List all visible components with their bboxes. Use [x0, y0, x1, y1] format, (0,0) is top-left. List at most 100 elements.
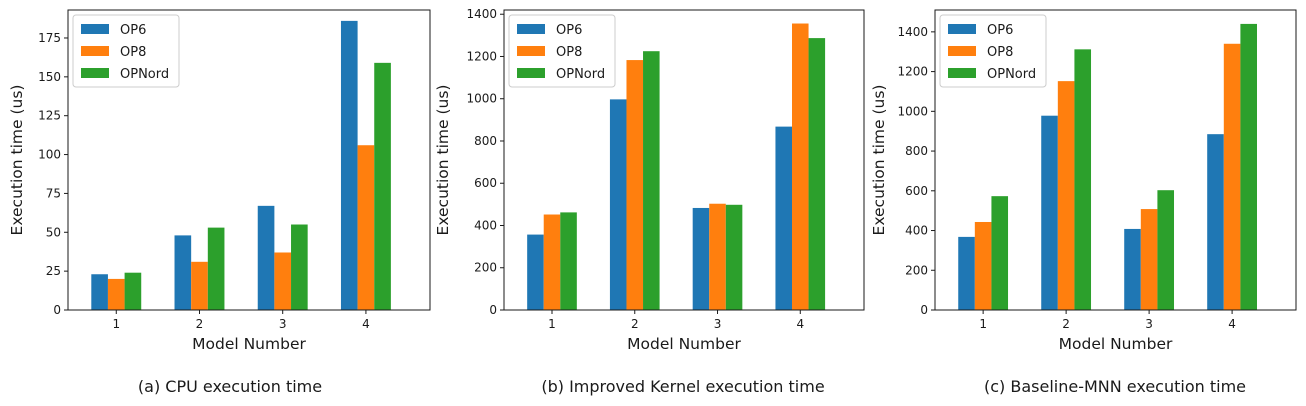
bar-op6-model-4 — [1207, 134, 1224, 310]
chart-panel-1: 0 25 50 75 100 125 150 175 1 2 3 4 Model Number Execu… — [8, 9, 431, 396]
legend-swatch-op6 — [948, 24, 976, 34]
y-tick-label: 200 — [905, 263, 928, 277]
bar-op6-model-1 — [527, 234, 544, 310]
y-tick-label: 75 — [46, 186, 61, 200]
bar-op6-model-1 — [958, 236, 975, 310]
bar-opnord-model-3 — [1157, 190, 1175, 310]
y-tick-label: 200 — [474, 261, 497, 275]
plot-frame — [934, 9, 1297, 311]
x-axis-label: Model Number — [627, 335, 741, 353]
legend-swatch-opnord — [948, 68, 976, 78]
x-tick-label: 3 — [1145, 317, 1153, 331]
bar-op6-model-1 — [91, 274, 108, 310]
bar-op8-model-4 — [1223, 43, 1241, 311]
y-tick-label: 175 — [38, 31, 61, 45]
y-tick-label: 800 — [905, 144, 928, 158]
bar-opnord-model-4 — [1240, 23, 1257, 310]
y-tick-label: 50 — [46, 225, 61, 239]
bar-op8-model-1 — [107, 278, 125, 310]
bar-op6-model-4 — [775, 126, 792, 311]
y-tick-label: 0 — [920, 303, 928, 317]
legend-swatch-opnord — [81, 68, 109, 78]
bar-op6-model-3 — [1124, 228, 1141, 310]
y-tick-label: 100 — [38, 148, 61, 162]
legend-swatch-op6 — [517, 24, 545, 34]
x-tick-label: 2 — [1062, 317, 1070, 331]
x-tick-label: 2 — [631, 317, 639, 331]
figure-caption: (c) Baseline-MNN execution time — [984, 377, 1246, 396]
legend-swatch-op8 — [81, 46, 109, 56]
y-tick-label: 1200 — [897, 65, 928, 79]
legend-label: OPNord — [120, 67, 169, 82]
y-tick-label: 0 — [53, 303, 61, 317]
x-tick-label: 1 — [979, 317, 987, 331]
bar-op8-model-3 — [1140, 209, 1158, 310]
x-tick-label: 4 — [796, 317, 804, 331]
bar-op6-model-4 — [340, 20, 358, 310]
legend-label: OP8 — [556, 45, 582, 60]
plot-frame — [503, 9, 865, 311]
bar-opnord-model-3 — [291, 224, 308, 310]
legend-label: OP6 — [987, 23, 1013, 38]
y-tick-label: 400 — [474, 218, 497, 232]
legend: OP6 OP8 OPNord — [508, 14, 616, 88]
x-axis-label: Model Number — [192, 335, 306, 353]
bar-op8-model-4 — [792, 23, 809, 311]
chart-panel-2: 0 200 400 600 800 1000 1200 1400 1 2 3 4 Model Numbe… — [434, 7, 865, 396]
x-tick-label: 3 — [279, 317, 287, 331]
bar-op8-model-1 — [974, 221, 992, 310]
y-tick-label: 800 — [474, 134, 497, 148]
bar-opnord-model-4 — [374, 62, 391, 310]
legend-swatch-opnord — [517, 68, 545, 78]
y-tick-label: 600 — [474, 176, 497, 190]
y-tick-label: 1000 — [466, 92, 497, 106]
x-tick-label: 4 — [1228, 317, 1236, 331]
bar-opnord-model-2 — [1074, 49, 1092, 311]
x-tick-label: 1 — [112, 317, 120, 331]
bar-op6-model-2 — [609, 99, 627, 311]
figure-caption: (b) Improved Kernel execution time — [541, 377, 824, 396]
y-axis-label: Execution time (us) — [870, 85, 888, 236]
bar-opnord-model-2 — [207, 227, 225, 310]
bar-op8-model-4 — [357, 145, 375, 310]
x-tick-label: 2 — [196, 317, 204, 331]
legend-swatch-op8 — [517, 46, 545, 56]
legend-swatch-op6 — [81, 24, 109, 34]
bar-opnord-model-1 — [560, 212, 577, 310]
x-tick-label: 4 — [362, 317, 370, 331]
y-axis-label: Execution time (us) — [8, 85, 26, 236]
x-tick-label: 1 — [548, 317, 556, 331]
legend-swatch-op8 — [948, 46, 976, 56]
x-tick-label: 3 — [714, 317, 722, 331]
y-tick-label: 1400 — [466, 7, 497, 21]
bar-opnord-model-3 — [725, 204, 743, 310]
y-tick-label: 1400 — [897, 25, 928, 39]
legend-label: OP8 — [120, 45, 146, 60]
bar-op8-model-2 — [191, 261, 208, 310]
bar-opnord-model-1 — [124, 272, 142, 310]
y-tick-label: 125 — [38, 109, 61, 123]
bar-opnord-model-2 — [643, 51, 660, 310]
legend: OP6 OP8 OPNord — [72, 14, 180, 88]
y-tick-label: 0 — [489, 303, 497, 317]
bar-op6-model-3 — [257, 205, 275, 310]
legend: OP6 OP8 OPNord — [939, 14, 1047, 88]
y-tick-label: 1200 — [466, 49, 497, 63]
plot-frame — [67, 9, 431, 311]
legend-label: OP6 — [120, 23, 146, 38]
chart-panel-3: 0 200 400 600 800 1000 1200 1400 1 2 3 4 Model Numbe… — [870, 9, 1297, 396]
legend-label: OP6 — [556, 23, 582, 38]
y-tick-label: 1000 — [897, 104, 928, 118]
bar-op8-model-1 — [543, 214, 561, 310]
y-tick-label: 150 — [38, 70, 61, 84]
bar-op8-model-2 — [626, 60, 644, 310]
y-tick-label: 600 — [905, 184, 928, 198]
bar-op6-model-2 — [1041, 115, 1058, 310]
y-tick-label: 25 — [46, 264, 61, 278]
y-tick-label: 400 — [905, 224, 928, 238]
figure-caption: (a) CPU execution time — [138, 377, 322, 396]
legend-label: OP8 — [987, 45, 1013, 60]
bar-opnord-model-4 — [808, 38, 826, 310]
x-axis-label: Model Number — [1059, 335, 1173, 353]
